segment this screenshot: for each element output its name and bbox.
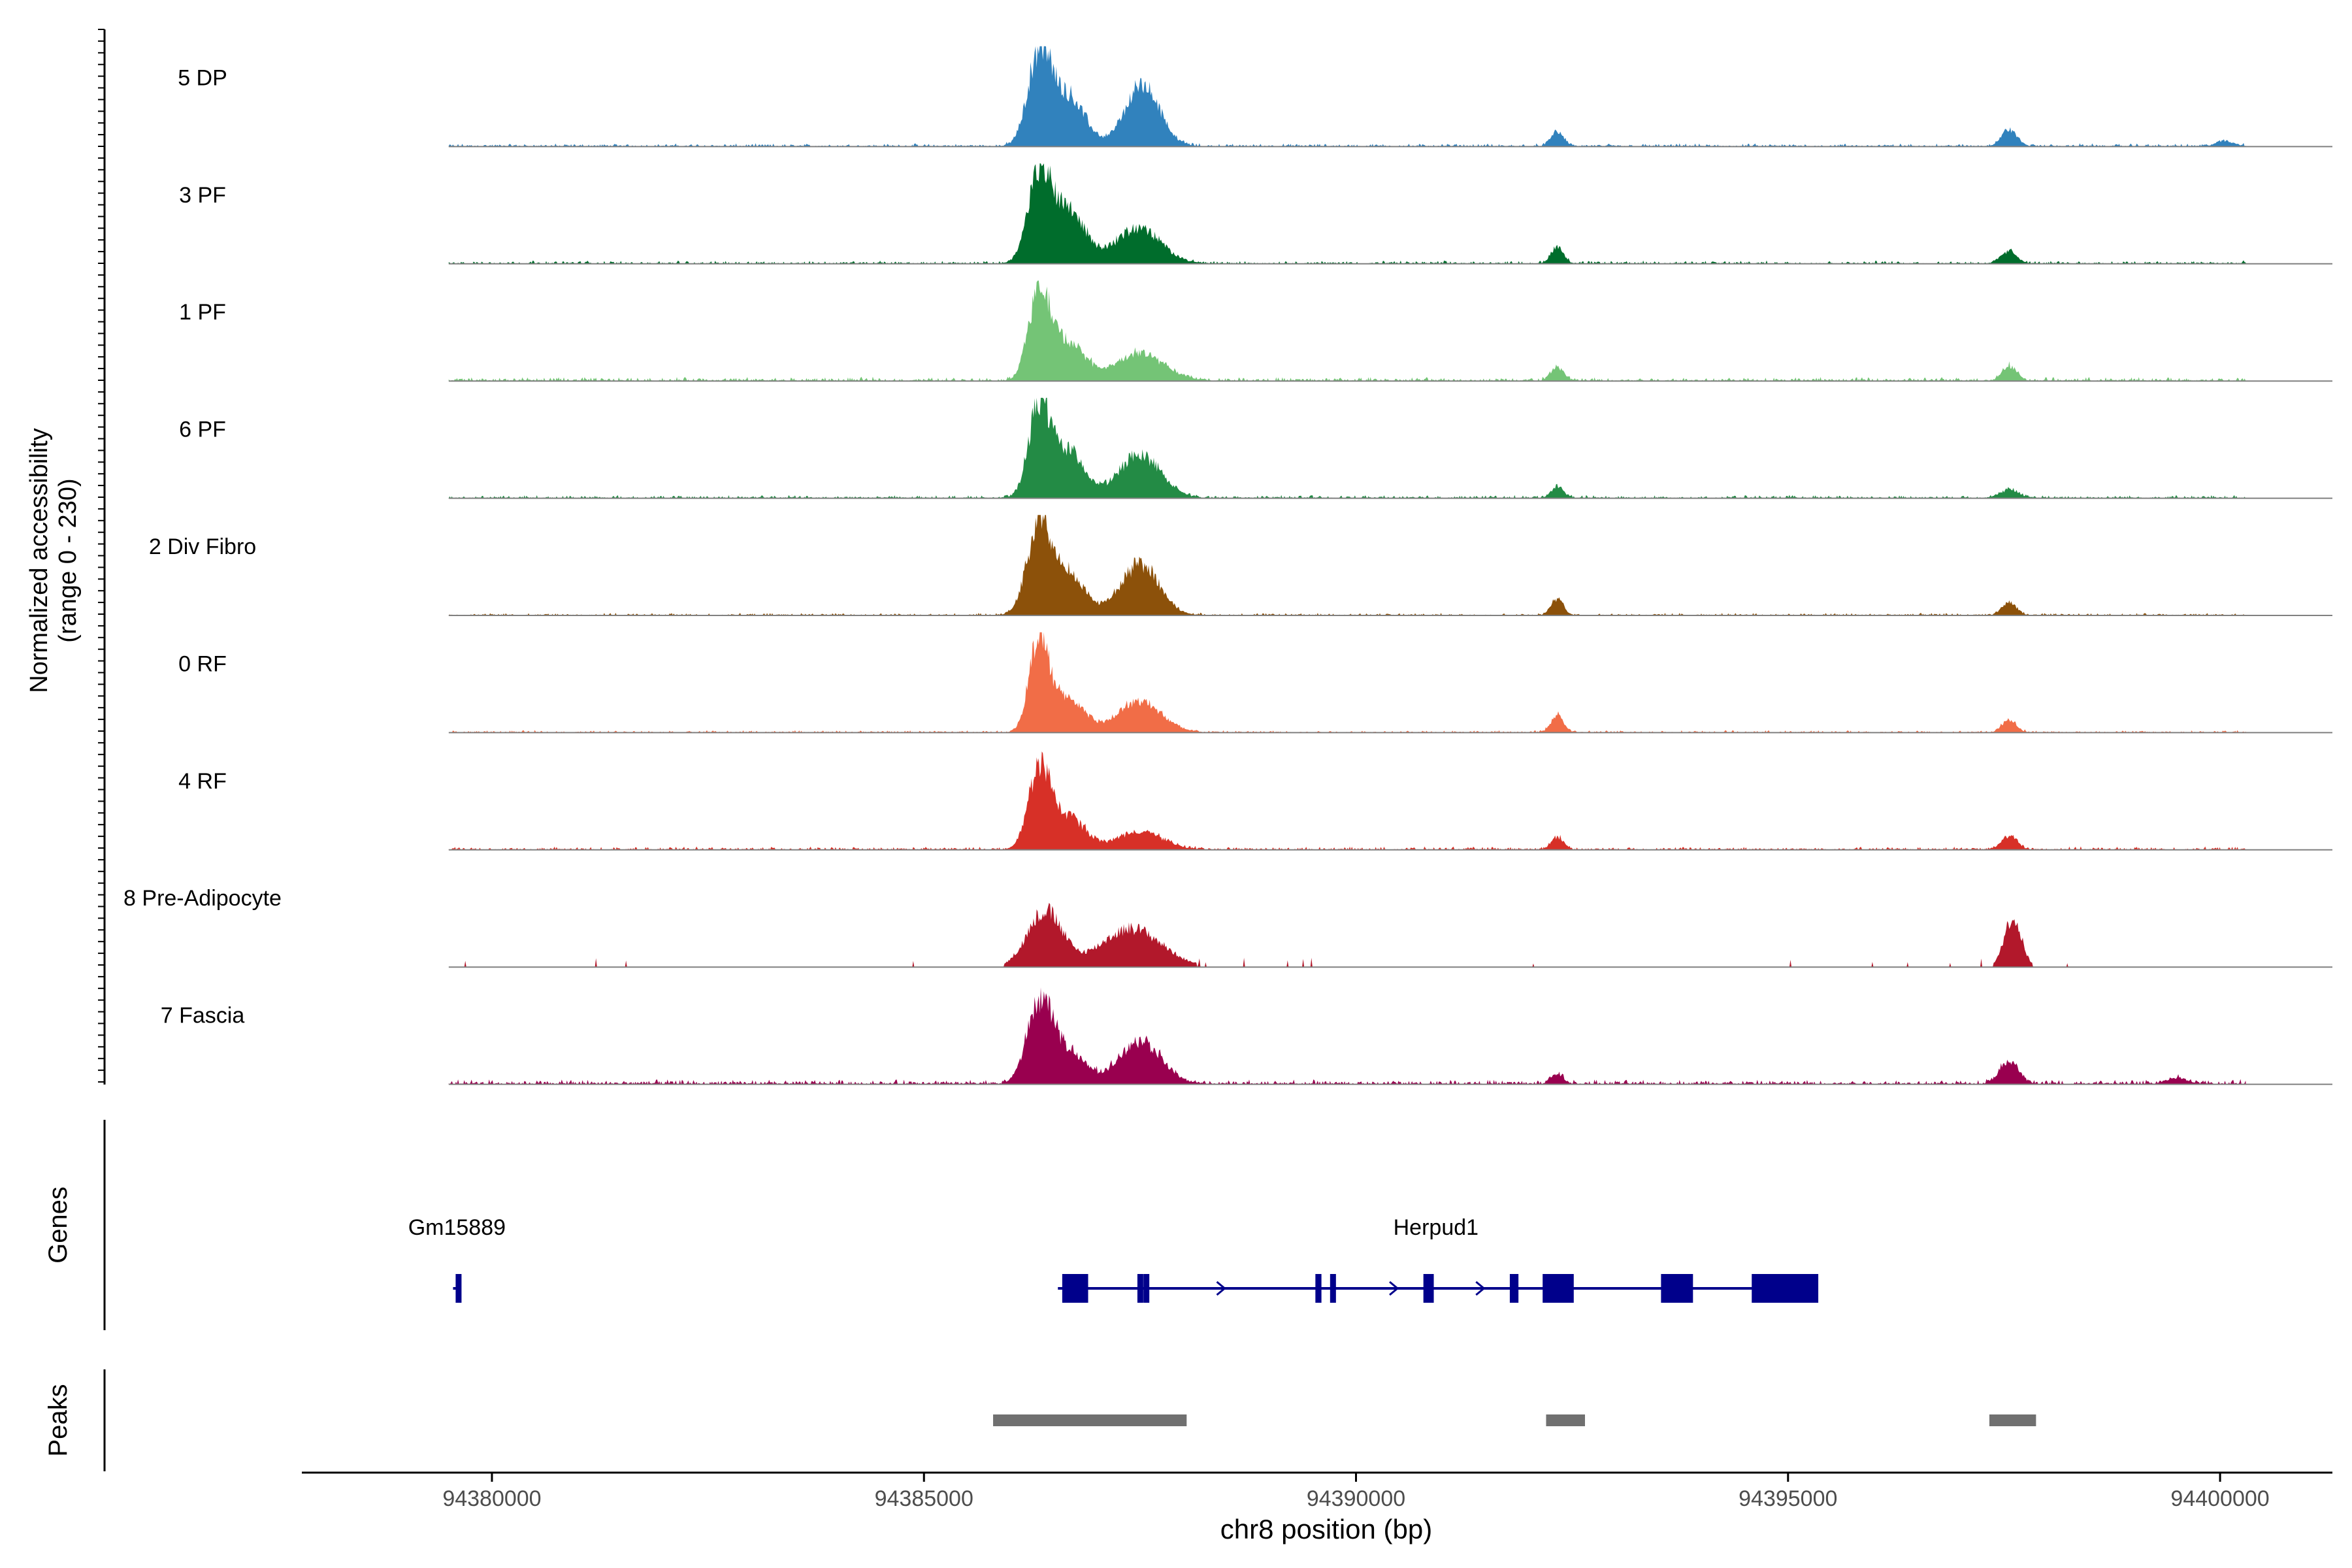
gene-exon (1509, 1274, 1519, 1303)
gene-exon (455, 1274, 462, 1303)
track-label: 2 Div Fibro (149, 534, 256, 559)
track-label: 0 RF (178, 651, 227, 676)
coverage-area (448, 397, 2246, 498)
strand-arrow (1475, 1281, 1486, 1296)
track-label: 7 Fascia (161, 1004, 245, 1028)
peaks-track-label: Peaks (44, 1384, 73, 1456)
gene-exon (1330, 1274, 1336, 1303)
track-label: 1 PF (179, 300, 226, 325)
gene-gm15889: Gm15889 (408, 1215, 506, 1303)
track-8-pre-adipocyte: 8 Pre-Adipocyte (123, 886, 2332, 968)
gene-herpud1: Herpud1 (1058, 1215, 1819, 1303)
gene-exon (1661, 1274, 1693, 1303)
track-4-rf: 4 RF (178, 751, 2332, 851)
gene-exon (1543, 1274, 1574, 1303)
y-axis (98, 29, 106, 1085)
coverage-panel: 5 DP 3 PF 1 PF 6 PF 2 Div Fibro 0 RF 4 RF 8 Pre… (123, 46, 2332, 1085)
y-axis-label-line2: (range 0 - 230) (54, 478, 82, 642)
peak-region-bar (993, 1414, 1187, 1426)
track-0-rf: 0 RF (178, 632, 2332, 734)
gene-exon (1137, 1274, 1143, 1303)
track-5-dp: 5 DP (178, 46, 2332, 148)
gene-name-label: Gm15889 (408, 1215, 506, 1240)
x-tick-label: 94395000 (1739, 1486, 1837, 1511)
x-tick-label: 94390000 (1307, 1486, 1405, 1511)
coverage-area (448, 751, 2246, 850)
y-axis-label-line1: Normalized accessibility (25, 428, 53, 693)
gene-name-label: Herpud1 (1394, 1215, 1478, 1240)
track-2-div-fibro: 2 Div Fibro (149, 515, 2332, 616)
track-3-pf: 3 PF (179, 163, 2332, 265)
coverage-area (448, 515, 2246, 615)
gene-exon (1062, 1274, 1088, 1303)
track-label: 8 Pre-Adipocyte (123, 886, 282, 911)
gene-exon (1315, 1274, 1322, 1303)
peak-region-bar (1989, 1414, 2036, 1426)
track-label: 5 DP (178, 65, 227, 90)
track-label: 6 PF (179, 417, 226, 442)
track-label: 3 PF (179, 183, 226, 208)
track-6-pf: 6 PF (179, 397, 2332, 499)
x-tick-label: 94380000 (442, 1486, 541, 1511)
x-axis-label: chr8 position (bp) (1220, 1514, 1433, 1544)
coverage-area (448, 987, 2246, 1085)
peak-region-bar (1546, 1414, 1585, 1426)
strand-arrow (1389, 1281, 1399, 1296)
coverage-area (448, 163, 2246, 264)
strand-arrow (1216, 1281, 1226, 1296)
coverage-area (448, 902, 2246, 968)
x-axis: 94380000 94385000 94390000 94395000 94400000 (302, 1471, 2332, 1511)
coverage-area (448, 46, 2246, 147)
track-7-fascia: 7 Fascia (161, 987, 2332, 1085)
track-1-pf: 1 PF (179, 280, 2332, 382)
coverage-area (448, 280, 2246, 382)
gene-exon (1143, 1274, 1150, 1303)
gene-exon (1752, 1274, 1819, 1303)
x-tick-label: 94400000 (2170, 1486, 2269, 1511)
coverage-area (448, 632, 2246, 733)
genes-panel: Genes Gm15889 Herpud1 (44, 1120, 1819, 1330)
genes-track-label: Genes (44, 1186, 73, 1264)
x-tick-label: 94385000 (875, 1486, 973, 1511)
gene-exon (1423, 1274, 1434, 1303)
peaks-panel: Peaks (44, 1369, 2036, 1471)
track-label: 4 RF (178, 769, 227, 794)
